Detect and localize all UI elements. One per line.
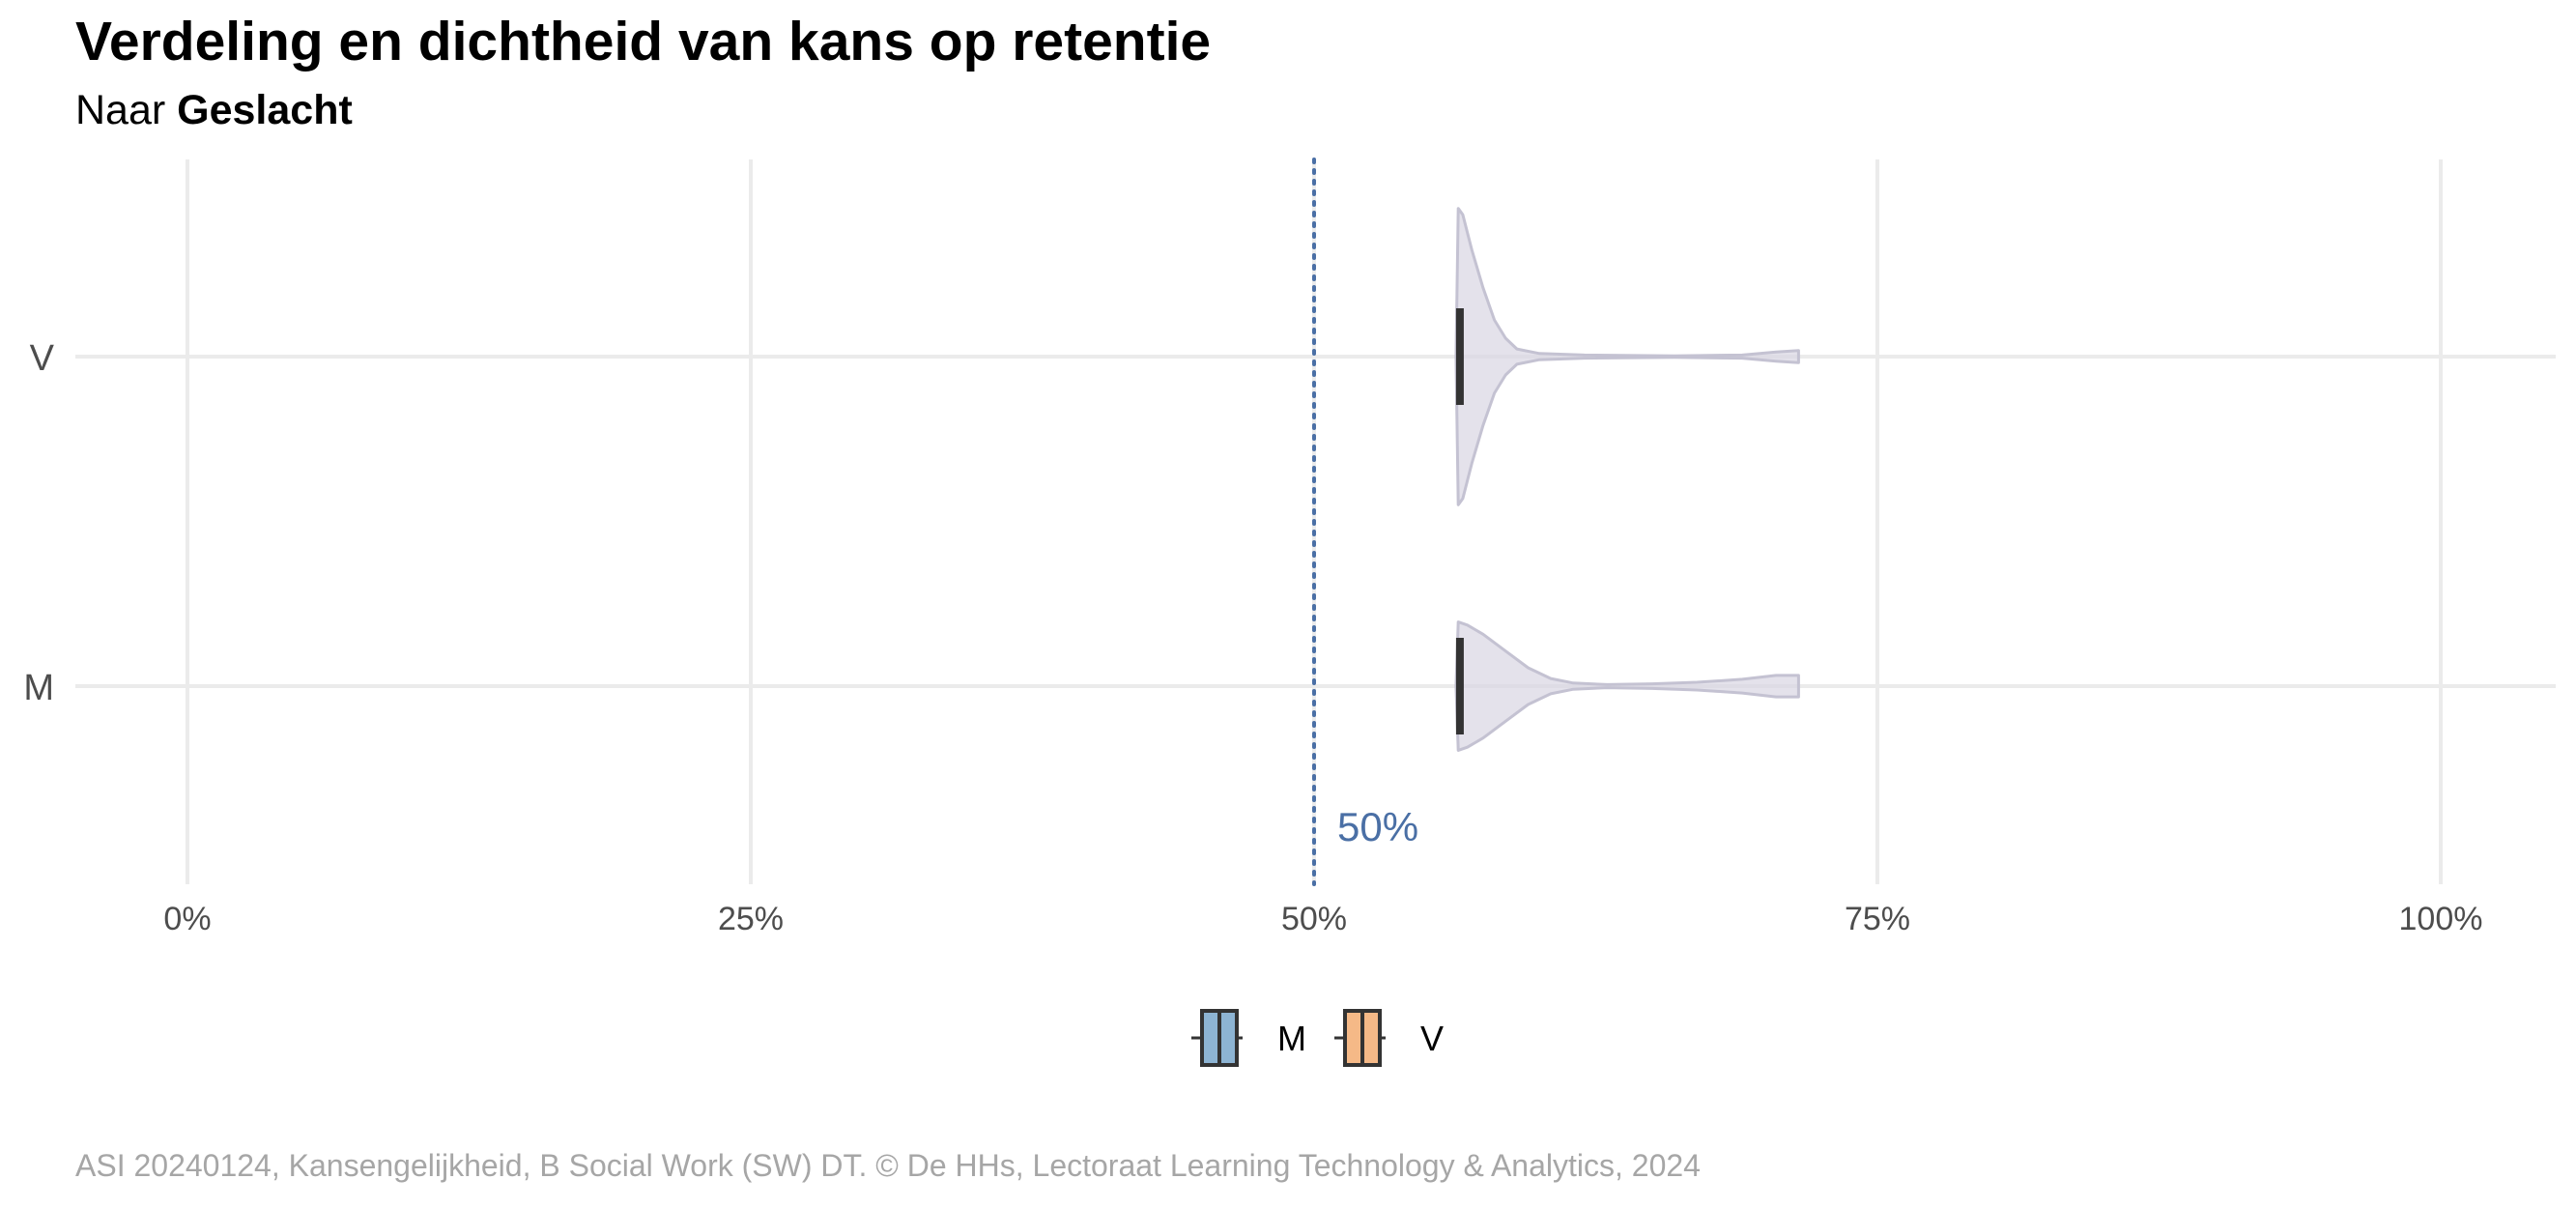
violins [1454, 207, 1800, 752]
x-tick-label: 25% [718, 901, 784, 937]
x-tick-label: 0% [163, 901, 211, 937]
violin-v [1454, 207, 1800, 506]
x-tick-label: 100% [2399, 901, 2483, 937]
y-tick-label: M [23, 668, 54, 708]
violin-m [1454, 620, 1800, 752]
x-axis: 0% 25% 50% 75% 100% [163, 901, 2482, 937]
reference-line-label: 50% [1337, 804, 1418, 849]
box-m [1455, 638, 1464, 734]
subtitle-group: Geslacht [177, 87, 353, 133]
legend-label: V [1420, 1019, 1444, 1058]
x-tick-label: 50% [1281, 901, 1347, 937]
caption: ASI 20240124, Kansengelijkheid, B Social… [75, 1148, 1701, 1183]
chart-subtitle: Naar Geslacht [75, 87, 353, 134]
y-tick-label: V [30, 338, 55, 379]
reference-line-group: 50% [1312, 158, 1418, 886]
subtitle-prefix: Naar [75, 87, 166, 133]
chart-title: Verdeling en dichtheid van kans op reten… [75, 11, 1212, 72]
y-axis: VM [23, 338, 54, 708]
x-tick-label: 75% [1845, 901, 1910, 937]
legend-label: M [1277, 1019, 1306, 1058]
box-v [1455, 308, 1464, 405]
